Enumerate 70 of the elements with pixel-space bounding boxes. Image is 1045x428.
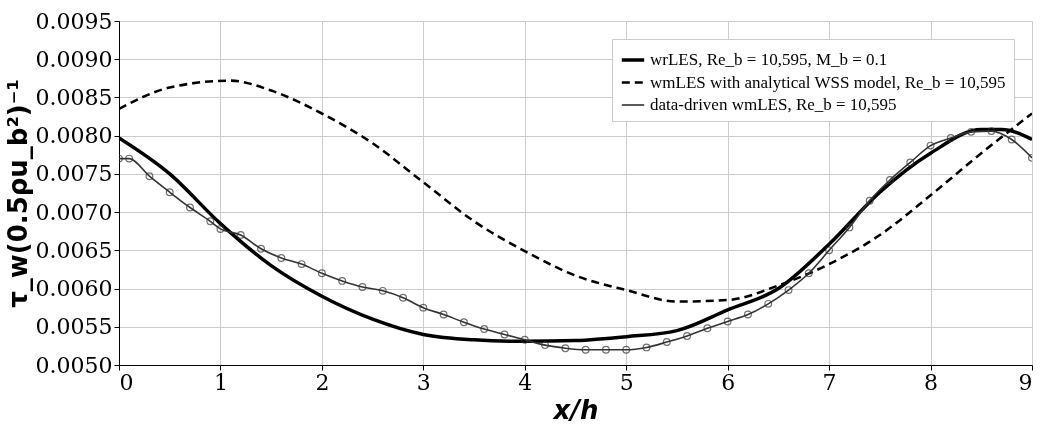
point [906,158,915,167]
point [257,244,265,253]
point [520,335,529,344]
point [865,196,874,205]
x-tick-label: 1 [213,369,228,395]
point [399,293,407,302]
x-tick-label: 7 [822,369,837,395]
point [662,338,671,347]
y-tick-label: 0.0060 [35,276,113,302]
point [378,286,387,295]
point [946,134,955,142]
x-tick-label: 5 [619,369,634,395]
point [987,127,996,136]
point [317,269,326,278]
point [277,254,286,262]
point [439,310,448,319]
point [723,317,732,326]
point [845,223,854,232]
y-tick-label: 0.0050 [35,352,113,378]
y-tick-label: 0.0090 [35,46,113,72]
point [541,341,550,350]
y-tick-label: 0.0065 [35,237,113,263]
x-tick-label: 8 [924,369,939,395]
point [764,299,773,308]
point [561,344,570,353]
point [581,345,590,354]
x-tick-label: 4 [518,369,533,395]
point [1007,135,1016,144]
x-tick-label: 2 [315,369,330,395]
point [297,260,306,269]
point [642,343,651,352]
point [338,276,347,285]
point [886,176,894,184]
y-axis-title: τ_w(0.5ρu_b²)⁻¹ [2,79,33,308]
y-tick-label: 0.0070 [35,199,113,225]
point [500,330,509,339]
point [145,172,154,181]
point [784,286,793,295]
point [236,231,245,239]
point [459,318,468,327]
legend-label: wmLES with analytical WSS model, Re_b = 10,595 [650,72,1006,92]
point [744,310,752,319]
y-tick-label: 0.0085 [35,84,113,110]
point [206,217,215,226]
legend-label: data-driven wmLES, Re_b = 10,595 [650,95,897,114]
point [216,224,225,233]
point [622,345,631,354]
y-tick-label: 0.0080 [35,123,113,149]
y-tick-label: 0.0055 [35,314,113,340]
y-tick-label: 0.0095 [35,8,113,34]
x-tick-label: 6 [721,369,736,395]
point [419,303,428,312]
point [926,141,935,150]
point [683,332,692,340]
point [804,269,813,278]
x-axis-title: x/h [551,394,599,425]
point [825,246,834,255]
legend-label: wrLES, Re_b = 10,595, M_b = 0.1 [650,50,888,69]
point [125,154,134,163]
point [601,345,610,354]
y-tick-label: 0.0075 [35,161,113,187]
point [165,188,174,197]
point [480,325,489,334]
x-tick-label: 9 [1018,369,1033,395]
point [703,324,712,333]
point [967,127,976,136]
point [186,203,194,212]
point [358,283,367,291]
x-tick-label: 3 [416,369,431,395]
x-tick-label: 0 [119,369,134,395]
